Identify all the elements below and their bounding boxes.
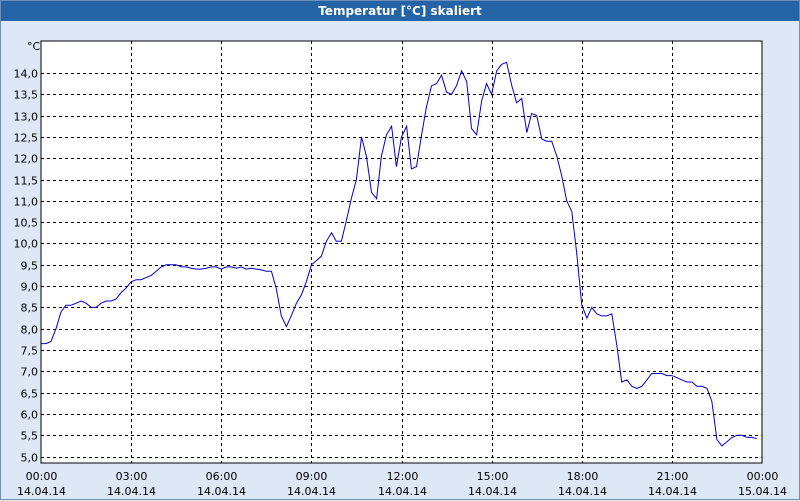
x-tick-time-label: 03:00	[116, 470, 148, 483]
x-tick-date-label: 14.04.14	[287, 485, 336, 498]
series-group	[41, 61, 758, 447]
chart-title: Temperatur [°C] skaliert	[1, 1, 799, 21]
y-tick-label: 11,5	[14, 175, 39, 188]
y-tick-label: 5,0	[21, 452, 39, 465]
x-tick-date-label: 14.04.14	[107, 485, 156, 498]
x-tick-time-label: 21:00	[657, 470, 689, 483]
x-tick-date-label: 14.04.14	[648, 485, 697, 498]
y-tick-label: 6,0	[21, 409, 39, 422]
x-tick-date-label: 14.04.14	[17, 485, 66, 498]
y-tick-label: 8,0	[21, 324, 39, 337]
grid-lines	[41, 41, 762, 463]
y-tick-label: 14,0	[14, 68, 39, 81]
y-tick-label: 5,5	[21, 430, 39, 443]
x-axis-ticks: 00:00 14.04.14 03:00 14.04.14 06:00 14.04.14 0…	[17, 470, 787, 498]
x-tick-date-label: 14.04.14	[197, 485, 246, 498]
x-tick-time-label: 15:00	[477, 470, 509, 483]
x-tick-time-label: 18:00	[567, 470, 599, 483]
y-tick-label: 9,0	[21, 281, 39, 294]
y-tick-label: 8,5	[21, 302, 39, 315]
y-tick-label: 11,0	[14, 196, 39, 209]
x-tick-time-label: 06:00	[206, 470, 238, 483]
x-tick-date-label: 14.04.14	[558, 485, 607, 498]
x-tick-time-label: 09:00	[296, 470, 328, 483]
y-tick-label: 6,5	[21, 388, 39, 401]
x-tick-date-label: 14.04.14	[468, 485, 517, 498]
plot-area	[40, 40, 763, 464]
y-tick-label: 10,0	[14, 238, 39, 251]
y-tick-label: 12,0	[14, 153, 39, 166]
y-tick-label: 13,0	[14, 111, 39, 124]
x-tick-time-label: 00:00	[26, 470, 58, 483]
y-tick-label: 10,5	[14, 217, 39, 230]
x-tick-time-label: 12:00	[387, 470, 419, 483]
y-tick-label: 13,5	[14, 89, 39, 102]
temperature-series-line	[41, 61, 758, 447]
y-tick-label: 9,5	[21, 260, 39, 273]
x-tick-date-label: 14.04.14	[378, 485, 427, 498]
y-axis-ticks: 5,0 5,5 6,0 6,5 7,0 7,5 8,0 8,5 9,0 9,5 10,0 10,5 11…	[14, 68, 39, 465]
y-tick-label: 7,0	[21, 366, 39, 379]
y-tick-label: 7,5	[21, 345, 39, 358]
x-tick-date-label: 15.04.14	[738, 485, 787, 498]
y-tick-label: 12,5	[14, 132, 39, 145]
y-axis-unit-label: °C	[27, 40, 41, 53]
x-tick-time-label: 00:00	[747, 470, 779, 483]
